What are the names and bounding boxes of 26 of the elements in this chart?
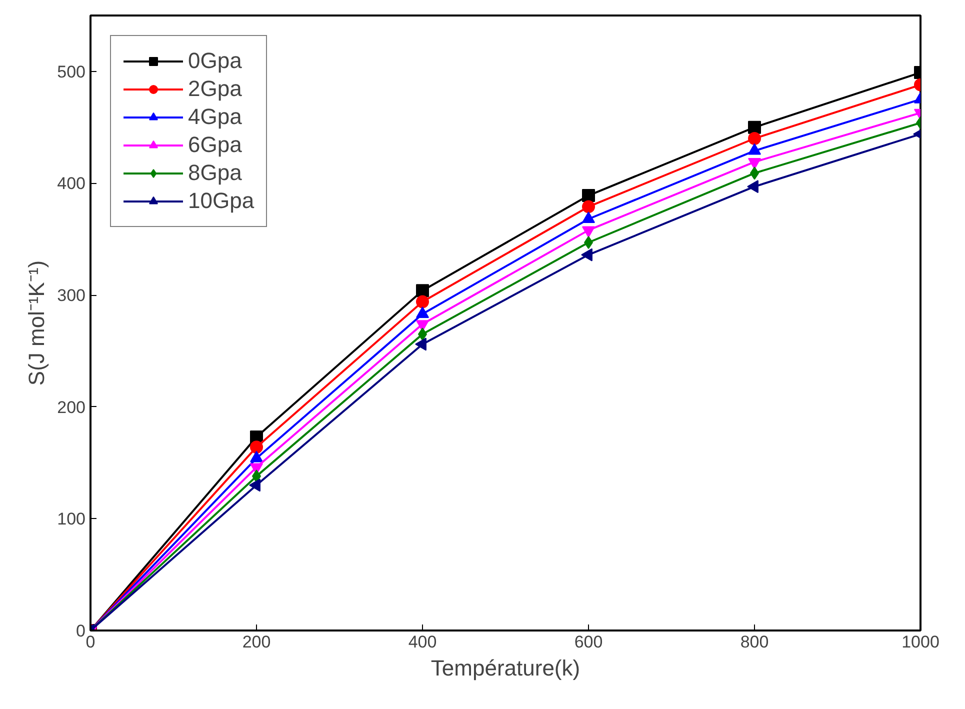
legend-label: 10Gpa bbox=[188, 188, 254, 214]
y-tick-label: 300 bbox=[57, 286, 86, 306]
legend-label: 2Gpa bbox=[188, 76, 242, 102]
point bbox=[747, 180, 758, 194]
x-tick-label: 200 bbox=[242, 632, 271, 652]
point bbox=[582, 200, 595, 214]
point bbox=[416, 284, 429, 298]
y-tick-label: 400 bbox=[57, 174, 86, 194]
x-tick-label: 800 bbox=[740, 632, 769, 652]
point bbox=[250, 440, 263, 454]
legend-label: 8Gpa bbox=[188, 160, 242, 186]
point bbox=[582, 189, 595, 202]
y-axis-title: S(J mol⁻¹K⁻¹) bbox=[24, 260, 50, 386]
point bbox=[416, 295, 429, 308]
legend-label: 4Gpa bbox=[188, 104, 242, 130]
x-axis-title: Température(k) bbox=[430, 656, 580, 680]
legend-label: 6Gpa bbox=[188, 132, 242, 158]
y-tick-label: 500 bbox=[57, 62, 86, 82]
y-tick-label: 200 bbox=[57, 398, 86, 417]
point bbox=[415, 338, 426, 351]
legend-label: 0Gpa bbox=[188, 48, 242, 74]
point bbox=[581, 248, 592, 262]
x-tick-label: 600 bbox=[574, 632, 603, 652]
x-tick-label: 400 bbox=[408, 632, 437, 652]
y-tick-label: 100 bbox=[57, 510, 86, 529]
x-tick-label: 1000 bbox=[902, 632, 940, 652]
